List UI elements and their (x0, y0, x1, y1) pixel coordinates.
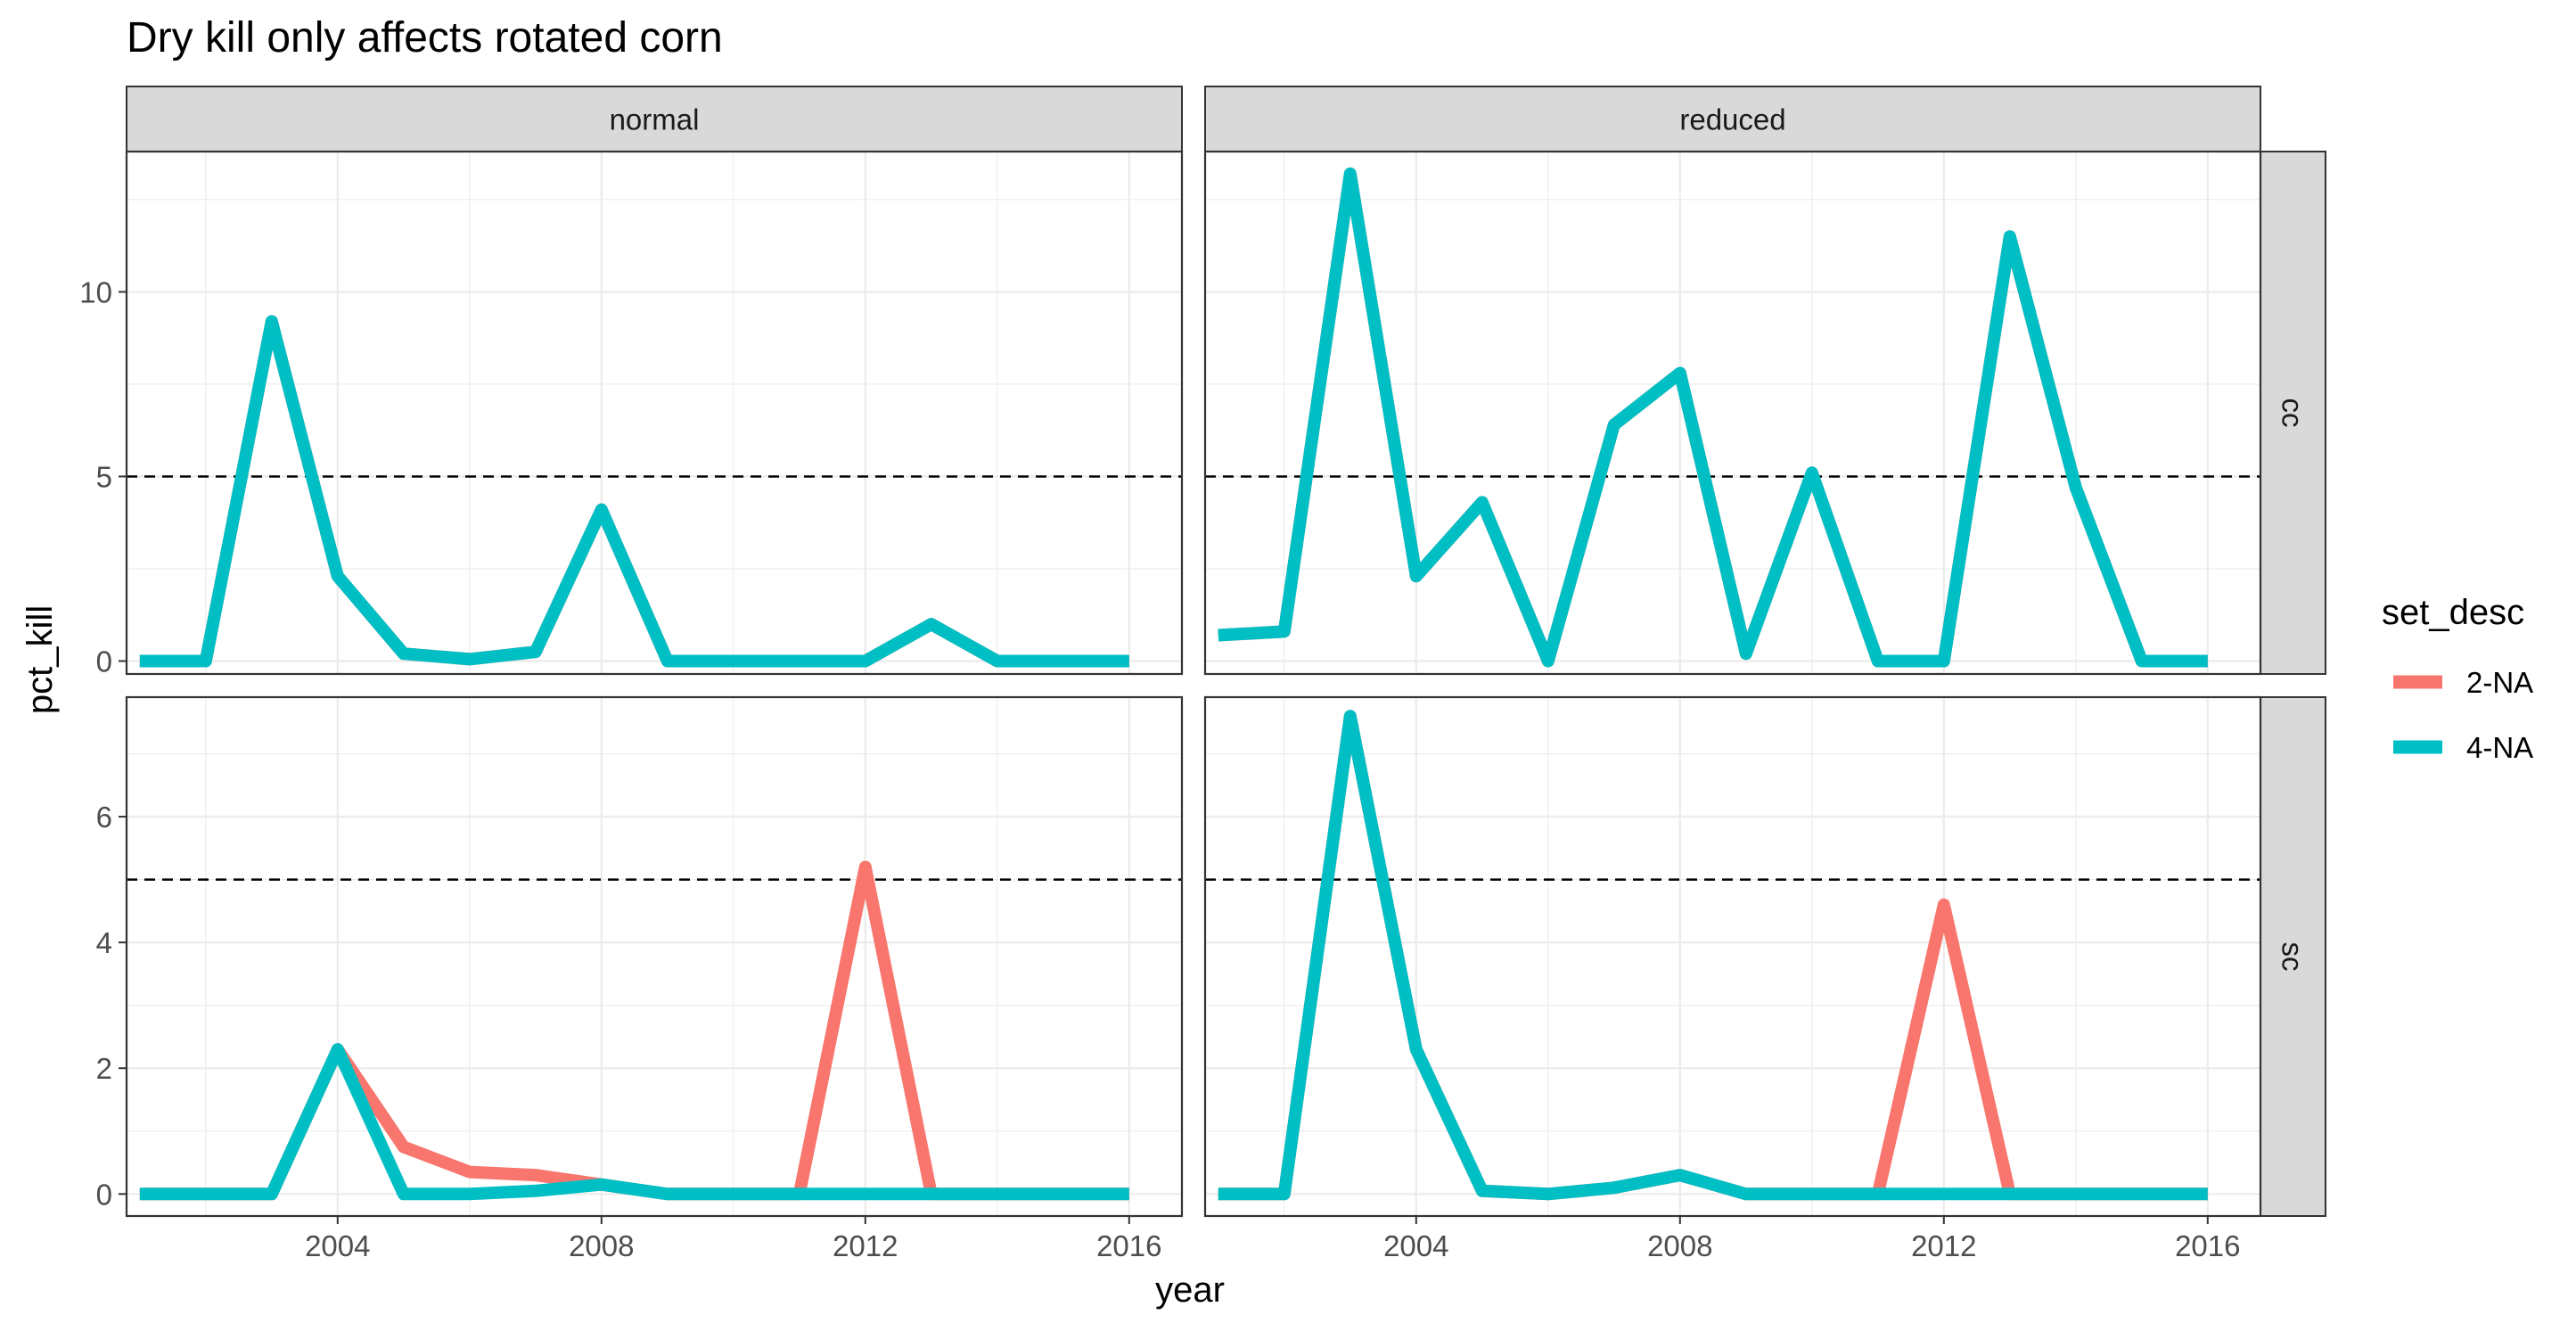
panel-border (1203, 695, 2262, 1218)
x-tick-label: 2008 (569, 1229, 634, 1262)
x-axis-title: year (1155, 1270, 1225, 1310)
y-tick-label: 5 (96, 460, 112, 493)
series-line-4-na (139, 1043, 1129, 1201)
strip-label-sc: sc (2277, 942, 2309, 972)
y-tick-label: 0 (96, 1178, 112, 1211)
series-line-4-na (1218, 167, 2208, 668)
x-tick-label: 2012 (1911, 1229, 1976, 1262)
x-tick-label: 2016 (2175, 1229, 2240, 1262)
strip-label-reduced: reduced (1679, 103, 1785, 136)
strip-label-cc: cc (2277, 399, 2309, 428)
y-axis-title: pct_kill (21, 605, 60, 714)
panel-border (125, 150, 1184, 676)
strip-normal (126, 86, 1183, 152)
legend-label-4-na: 4-NA (2466, 731, 2533, 764)
y-tick-label: 2 (96, 1052, 112, 1085)
y-tick-label: 6 (96, 801, 112, 834)
series-line-4-na (139, 315, 1129, 668)
strip-sc (2260, 696, 2326, 1217)
panel-border (1203, 150, 2262, 676)
y-tick-label: 4 (96, 926, 112, 959)
facet-panels: normal reduced cc sc 0 5 10 0 2 4 6 2004 2008 2012 201… (79, 86, 2326, 1262)
panel-border (125, 695, 1184, 1218)
x-tick-label: 2004 (1383, 1229, 1448, 1262)
panel-normal-sc: 0 2 4 6 2004 2008 2012 2016 (96, 695, 1184, 1262)
y-tick-label: 0 (96, 645, 112, 678)
legend-label-2-na: 2-NA (2466, 666, 2533, 699)
x-tick-label: 2008 (1647, 1229, 1712, 1262)
panel-reduced-sc: 2004 2008 2012 2016 (1203, 695, 2262, 1262)
series-line-4-na (1218, 710, 2208, 1201)
legend: set_desc 2-NA 4-NA (2382, 593, 2533, 764)
x-tick-label: 2016 (1096, 1229, 1161, 1262)
legend-title: set_desc (2382, 593, 2524, 632)
strip-reduced (1204, 86, 2261, 152)
panel-reduced-cc (1203, 150, 2262, 676)
x-tick-label: 2004 (305, 1229, 370, 1262)
y-tick-label: 10 (79, 275, 112, 308)
chart-title: Dry kill only affects rotated corn (127, 14, 723, 62)
strip-label-normal: normal (610, 103, 700, 136)
x-tick-label: 2012 (833, 1229, 898, 1262)
panel-normal-cc: 0 5 10 (79, 150, 1184, 678)
strip-cc (2260, 151, 2326, 675)
